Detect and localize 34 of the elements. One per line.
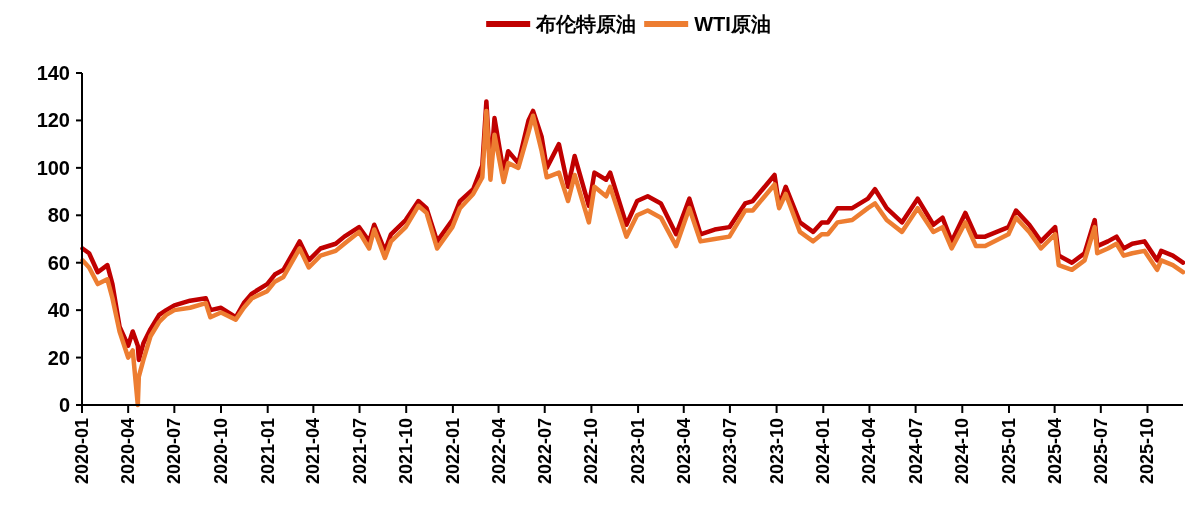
x-tick-label: 2025-01: [998, 418, 1019, 485]
y-tick-label: 60: [47, 251, 70, 274]
y-tick-label: 20: [47, 346, 70, 369]
x-tick-label: 2023-10: [766, 418, 787, 485]
x-tick-label: 2023-01: [628, 418, 649, 485]
y-tick-label: 40: [47, 299, 70, 322]
x-tick-label: 2021-04: [303, 418, 324, 485]
x-tick-label: 2020-10: [211, 418, 232, 485]
y-tick-label: 80: [47, 204, 70, 227]
x-tick-label: 2025-07: [1090, 418, 1111, 485]
x-tick-label: 2025-10: [1137, 418, 1158, 485]
x-tick-label: 2024-01: [813, 418, 834, 485]
x-tick-label: 2021-10: [396, 418, 417, 485]
x-tick-label: 2020-01: [72, 418, 92, 485]
y-tick-label: 120: [36, 109, 70, 132]
x-tick-label: 2022-04: [488, 418, 509, 485]
x-tick-label: 2024-10: [952, 418, 973, 485]
x-tick-label: 2022-01: [442, 418, 463, 485]
x-tick-label: 2025-04: [1044, 418, 1065, 485]
x-tick-label: 2021-07: [349, 418, 370, 485]
x-tick-label: 2024-07: [905, 418, 926, 485]
y-tick-label: 100: [36, 156, 70, 179]
y-tick-label: 0: [58, 394, 70, 416]
legend-label: WTI原油: [694, 13, 771, 35]
x-tick-label: 2020-07: [164, 418, 185, 485]
x-tick-label: 2022-07: [534, 418, 555, 485]
x-tick-label: 2024-04: [859, 418, 880, 485]
y-tick-label: 140: [36, 62, 70, 84]
x-tick-label: 2021-01: [257, 418, 278, 485]
x-tick-label: 2023-04: [673, 418, 694, 485]
x-tick-label: 2020-04: [118, 418, 139, 485]
x-tick-label: 2023-07: [719, 418, 740, 485]
x-tick-label: 2022-10: [581, 418, 602, 485]
legend-label: 布伦特原油: [535, 13, 637, 35]
